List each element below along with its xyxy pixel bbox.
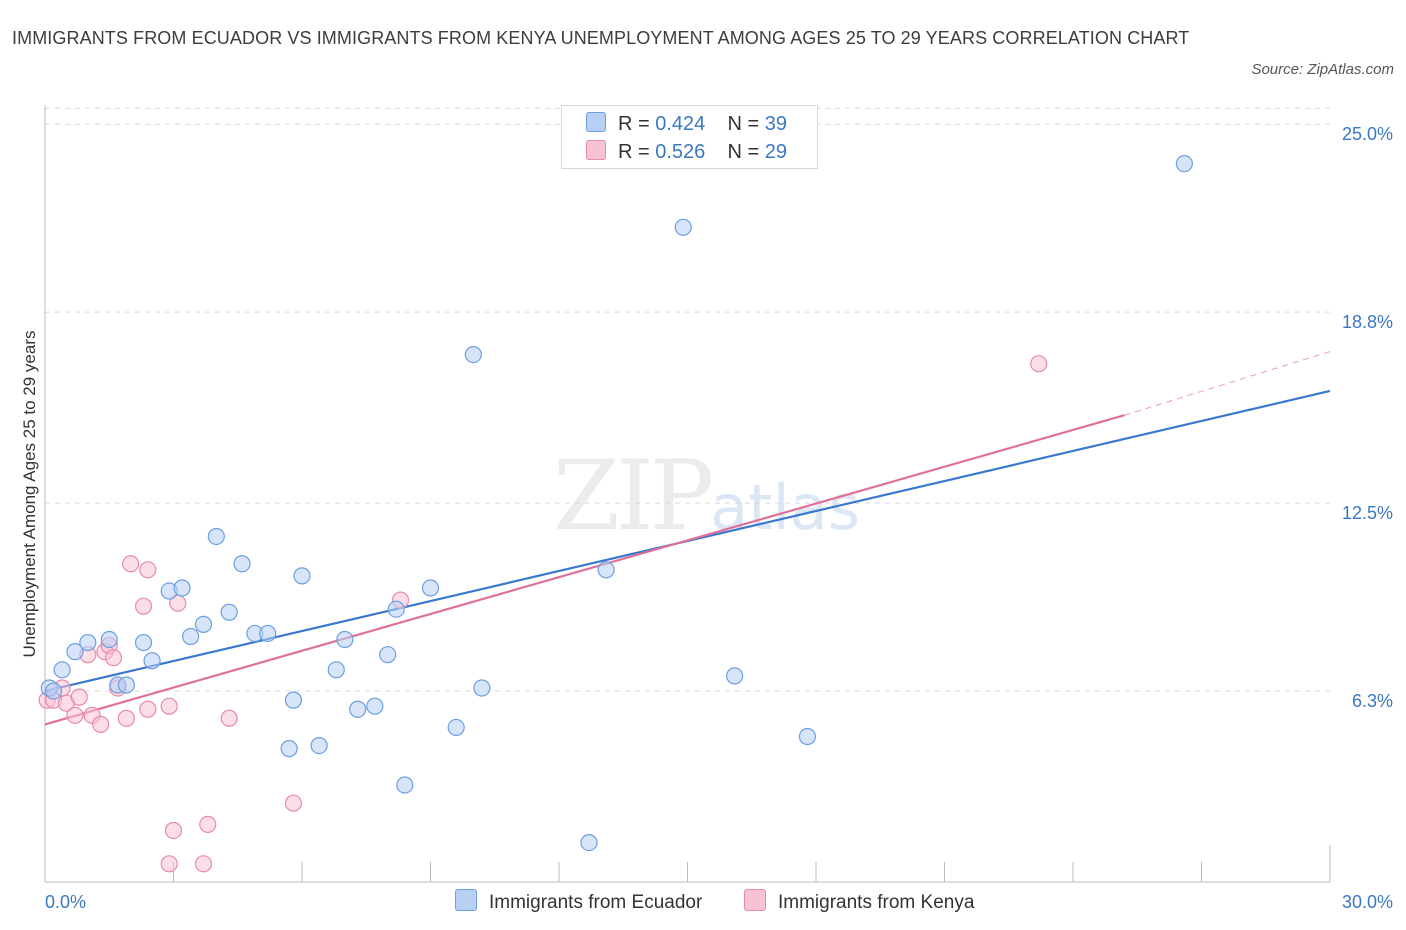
kenya-trend-line xyxy=(1124,351,1331,416)
watermark-zip: ZIP xyxy=(553,440,714,552)
bottom-legend-kenya: Immigrants from Kenya xyxy=(744,889,974,914)
bottom-ecuador-label: Immigrants from Ecuador xyxy=(489,892,703,913)
chart-title: IMMIGRANTS FROM ECUADOR VS IMMIGRANTS FR… xyxy=(12,28,1190,48)
ecuador-n-label: N = xyxy=(727,113,765,135)
ecuador-point xyxy=(464,346,482,364)
kenya-point xyxy=(92,715,110,733)
source-credit: Source: ZipAtlas.com xyxy=(1251,61,1394,78)
ecuador-point xyxy=(66,643,84,661)
ecuador-point xyxy=(220,603,238,621)
y-axis-label: Unemployment Among Ages 25 to 29 years xyxy=(20,330,39,658)
ecuador-point xyxy=(100,630,118,649)
ecuador-point xyxy=(674,218,692,236)
kenya-point xyxy=(134,597,153,615)
ecuador-point xyxy=(379,646,397,664)
x-tick-label: 0.0% xyxy=(45,892,86,912)
kenya-swatch xyxy=(586,140,606,160)
legend-row-ecuador: R = 0.424 N = 39 xyxy=(586,112,787,136)
ecuador-n-value: 39 xyxy=(764,113,788,135)
ecuador-point xyxy=(280,740,298,758)
ecuador-point xyxy=(1175,155,1193,173)
ecuador-point xyxy=(597,561,615,579)
ecuador-point xyxy=(284,691,303,709)
ecuador-swatch xyxy=(586,112,606,132)
y-tick-label: 18.8% xyxy=(1342,312,1393,332)
kenya-point xyxy=(160,855,178,873)
correlation-legend: R = 0.424 N = 39 R = 0.526 N = 29 xyxy=(561,105,818,169)
ecuador-point xyxy=(336,630,354,649)
kenya-point xyxy=(66,706,84,724)
kenya-r-label: R = xyxy=(618,141,656,163)
tick-labels: 6.3% 12.5% 18.8% 25.0% 0.0% 30.0% xyxy=(45,124,1393,912)
x-tick-label: 30.0% xyxy=(1342,892,1393,912)
kenya-point xyxy=(199,815,217,834)
kenya-point xyxy=(164,821,183,840)
ecuador-point xyxy=(349,700,367,718)
kenya-point xyxy=(160,697,178,715)
ecuador-point xyxy=(53,661,71,679)
kenya-r-value: 0.526 xyxy=(655,141,706,163)
ecuador-point xyxy=(173,579,191,597)
ecuador-point xyxy=(473,679,491,697)
y-tick-label: 25.0% xyxy=(1342,124,1393,144)
ecuador-point xyxy=(134,633,153,652)
kenya-point xyxy=(122,555,140,573)
kenya-n-value: 29 xyxy=(764,141,788,163)
kenya-n-label: N = xyxy=(727,141,765,163)
ecuador-r-value: 0.424 xyxy=(655,113,706,135)
y-tick-label: 6.3% xyxy=(1352,691,1393,711)
kenya-point xyxy=(284,794,303,812)
ecuador-point xyxy=(447,718,465,737)
kenya-point xyxy=(1030,355,1048,373)
kenya-point xyxy=(220,709,238,727)
kenya-point xyxy=(117,709,135,727)
ecuador-point xyxy=(233,555,251,573)
kenya-point xyxy=(104,649,123,667)
ecuador-point xyxy=(194,615,213,633)
kenya-point xyxy=(139,700,157,718)
legend-row-kenya: R = 0.526 N = 29 xyxy=(586,140,787,164)
bottom-ecuador-swatch xyxy=(455,889,477,911)
ecuador-point xyxy=(293,567,311,585)
ecuador-r-label: R = xyxy=(618,113,656,135)
ecuador-point xyxy=(327,661,345,679)
ecuador-point xyxy=(79,633,97,652)
trend-lines xyxy=(44,351,1331,726)
ecuador-point xyxy=(580,833,598,852)
ecuador-point xyxy=(117,676,135,694)
bottom-kenya-label: Immigrants from Kenya xyxy=(778,892,975,913)
ecuador-point xyxy=(396,776,414,794)
y-tick-label: 12.5% xyxy=(1342,503,1393,523)
bottom-legend-ecuador: Immigrants from Ecuador xyxy=(455,889,702,914)
ecuador-point xyxy=(421,579,440,597)
ecuador-point xyxy=(207,527,225,546)
kenya-point xyxy=(194,855,213,873)
grid-lines xyxy=(45,107,1330,692)
ecuador-point xyxy=(259,624,277,643)
kenya-trend-line xyxy=(44,414,1125,726)
kenya-point xyxy=(139,561,157,579)
ecuador-point xyxy=(798,727,817,746)
ecuador-point xyxy=(726,667,744,685)
kenya-point xyxy=(70,688,88,706)
ecuador-point xyxy=(44,682,63,700)
ecuador-point xyxy=(182,627,200,646)
ecuador-point xyxy=(143,652,161,670)
ecuador-point xyxy=(387,600,405,618)
ecuador-point xyxy=(310,737,328,755)
data-points xyxy=(38,155,1193,873)
bottom-kenya-swatch xyxy=(744,889,766,911)
ecuador-point xyxy=(366,697,384,715)
